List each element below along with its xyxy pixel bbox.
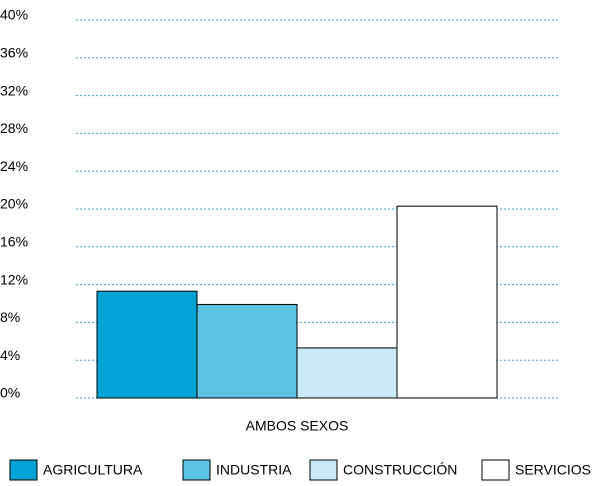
legend-swatch — [481, 459, 510, 481]
legend-label: SERVICIOS — [515, 462, 591, 478]
y-tick-label: 40% — [0, 7, 28, 23]
y-tick-label: 24% — [0, 158, 28, 174]
y-tick-label: 4% — [0, 347, 20, 363]
bar — [196, 303, 298, 399]
legend-swatch — [309, 459, 338, 481]
legend-label: AGRICULTURA — [43, 462, 143, 478]
bar — [296, 347, 398, 399]
bar — [396, 205, 498, 399]
bar — [96, 290, 198, 399]
y-tick-label: 36% — [0, 45, 28, 61]
y-tick-label: 0% — [0, 385, 20, 401]
legend-swatch — [9, 459, 38, 481]
y-tick-label: 12% — [0, 271, 28, 287]
y-tick-label: 16% — [0, 234, 28, 250]
legend-label: INDUSTRIA — [216, 462, 292, 478]
legend-swatch — [182, 459, 211, 481]
y-tick-label: 20% — [0, 196, 28, 212]
x-tick-label: AMBOS SEXOS — [246, 418, 349, 434]
y-tick-label: 32% — [0, 82, 28, 98]
y-tick-label: 28% — [0, 120, 28, 136]
y-tick-label: 8% — [0, 309, 20, 325]
legend-label: CONSTRUCCIÓN — [343, 462, 457, 478]
